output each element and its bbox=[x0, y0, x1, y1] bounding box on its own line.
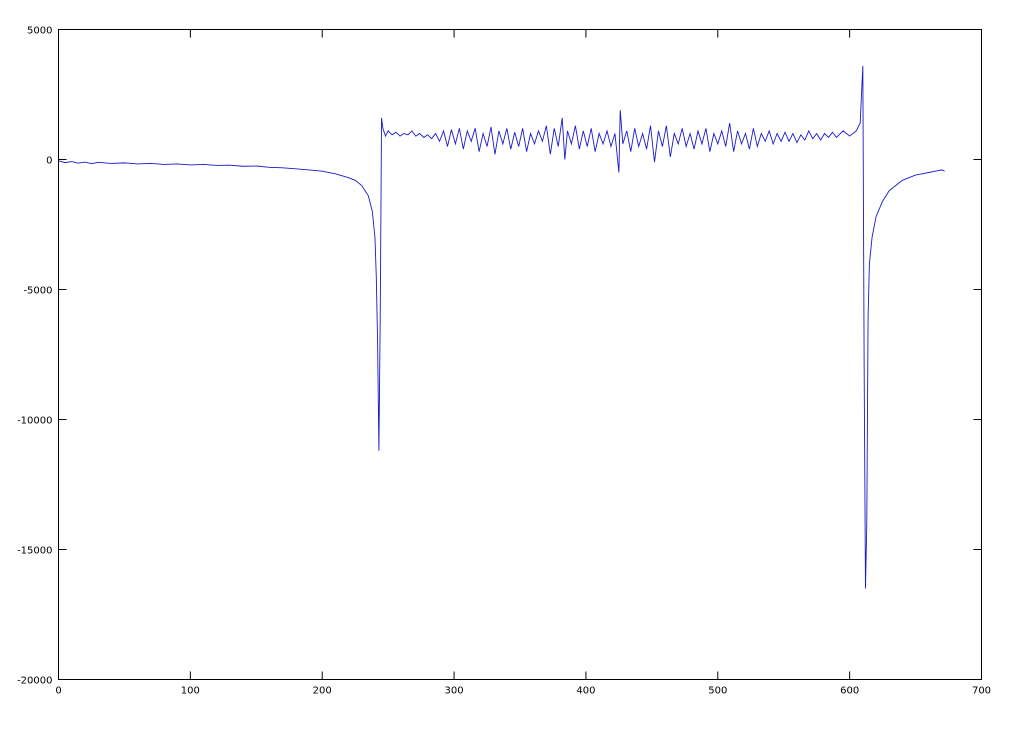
y-tick-label: 0 bbox=[46, 156, 52, 167]
y-tick-label: -10000 bbox=[17, 416, 52, 427]
plot-frame bbox=[58, 29, 982, 680]
x-tick-label: 0 bbox=[55, 686, 61, 697]
x-tick-label: 600 bbox=[840, 686, 859, 697]
y-tick-label: -5000 bbox=[23, 286, 52, 297]
x-tick-label: 700 bbox=[972, 686, 991, 697]
y-tick-label: 5000 bbox=[27, 26, 52, 37]
y-tick-label: -15000 bbox=[17, 546, 52, 557]
data-line bbox=[58, 65, 945, 589]
x-tick-label: 300 bbox=[445, 686, 464, 697]
x-tick-label: 400 bbox=[576, 686, 595, 697]
x-tick-label: 200 bbox=[313, 686, 332, 697]
x-tick-label: 100 bbox=[181, 686, 200, 697]
y-tick-label: -20000 bbox=[17, 676, 52, 687]
x-tick-label: 500 bbox=[708, 686, 727, 697]
